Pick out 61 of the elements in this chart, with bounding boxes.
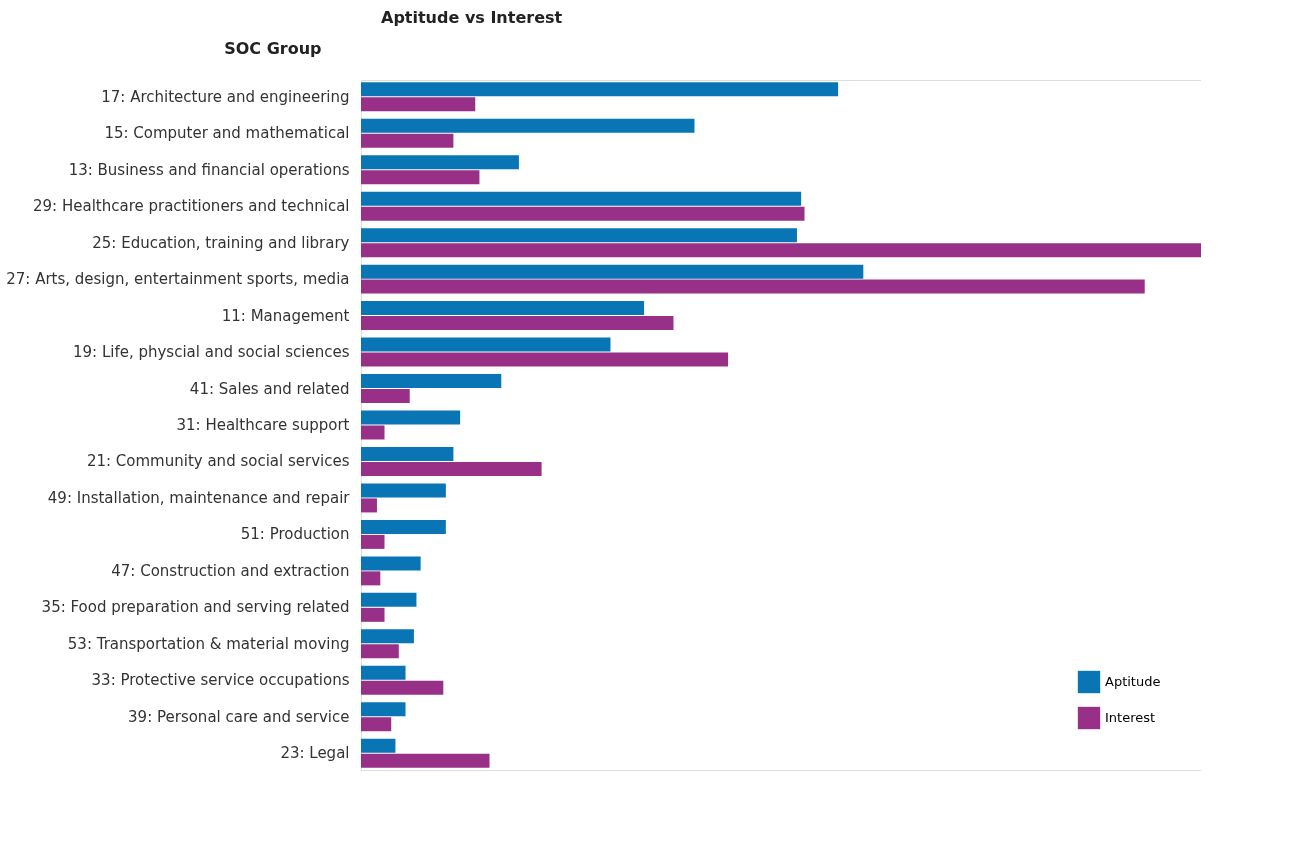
- y-tick-label: 19: Life, physcial and social sciences: [72, 343, 350, 362]
- y-tick-label: 31: Healthcare support: [176, 416, 350, 434]
- y-tick-label: 11: Management: [221, 306, 350, 325]
- bar: [361, 607, 385, 622]
- bar: [361, 97, 476, 112]
- bar: [361, 665, 406, 680]
- bar: [361, 461, 542, 476]
- bar: [361, 629, 414, 644]
- bar: [361, 264, 864, 279]
- bar: [361, 133, 454, 148]
- bar: [361, 680, 444, 695]
- bar: [361, 118, 695, 133]
- bar: [361, 228, 797, 243]
- y-tick-label: 33: Protective service occupations: [91, 671, 350, 690]
- bar: [361, 316, 674, 331]
- bar: [361, 170, 480, 185]
- y-tick-label: 17: Architecture and engineering: [101, 87, 350, 106]
- y-tick-label: 21: Community and social services: [86, 452, 350, 471]
- bar: [361, 446, 454, 461]
- y-axis-title: SOC Group: [224, 38, 322, 58]
- y-tick-label: 25: Education, training and library: [92, 233, 350, 252]
- bar: [361, 556, 421, 571]
- y-tick-label: 53: Transportation & material moving: [67, 634, 350, 653]
- bar: [361, 374, 502, 389]
- bar: [361, 155, 519, 170]
- bar: [361, 753, 490, 768]
- bar: [361, 337, 611, 352]
- legend-label: Interest: [1105, 710, 1156, 725]
- legend-label: Aptitude: [1105, 674, 1161, 689]
- bar: [361, 301, 645, 316]
- bar: [361, 571, 381, 586]
- y-tick-label: 13: Business and financial operations: [68, 160, 350, 179]
- bar: [361, 206, 805, 221]
- y-tick-label: 23: Legal: [280, 744, 350, 763]
- bar: [361, 702, 406, 717]
- bar: [361, 279, 1145, 294]
- bar: [361, 483, 446, 498]
- bar: [361, 82, 839, 97]
- y-tick-label: 29: Healthcare practitioners and technical: [33, 197, 350, 216]
- y-tick-label: 47: Construction and extraction: [111, 561, 350, 580]
- bar: [361, 519, 446, 534]
- bar: [361, 191, 802, 206]
- y-tick-label: 39: Personal care and service: [128, 707, 350, 726]
- bar: [361, 644, 399, 659]
- bar: [361, 425, 385, 440]
- y-tick-label: 41: Sales and related: [189, 379, 350, 398]
- bar: [361, 717, 392, 732]
- bar: [361, 738, 396, 753]
- bar: [361, 534, 385, 549]
- bar: [361, 498, 377, 513]
- y-tick-label: 49: Installation, maintenance and repair: [47, 488, 351, 507]
- bar: [361, 243, 1201, 258]
- y-tick-label: 51: Production: [240, 525, 350, 544]
- y-tick-label: 15: Computer and mathematical: [104, 124, 350, 143]
- y-tick-label: 35: Food preparation and serving related: [41, 598, 350, 617]
- bar: [361, 352, 729, 367]
- chart-title: Aptitude vs Interest: [381, 8, 563, 27]
- bar: [361, 592, 417, 607]
- y-tick-label: 27: Arts, design, entertainment sports, media: [6, 270, 350, 289]
- bar: [361, 410, 461, 425]
- bar: [361, 389, 410, 404]
